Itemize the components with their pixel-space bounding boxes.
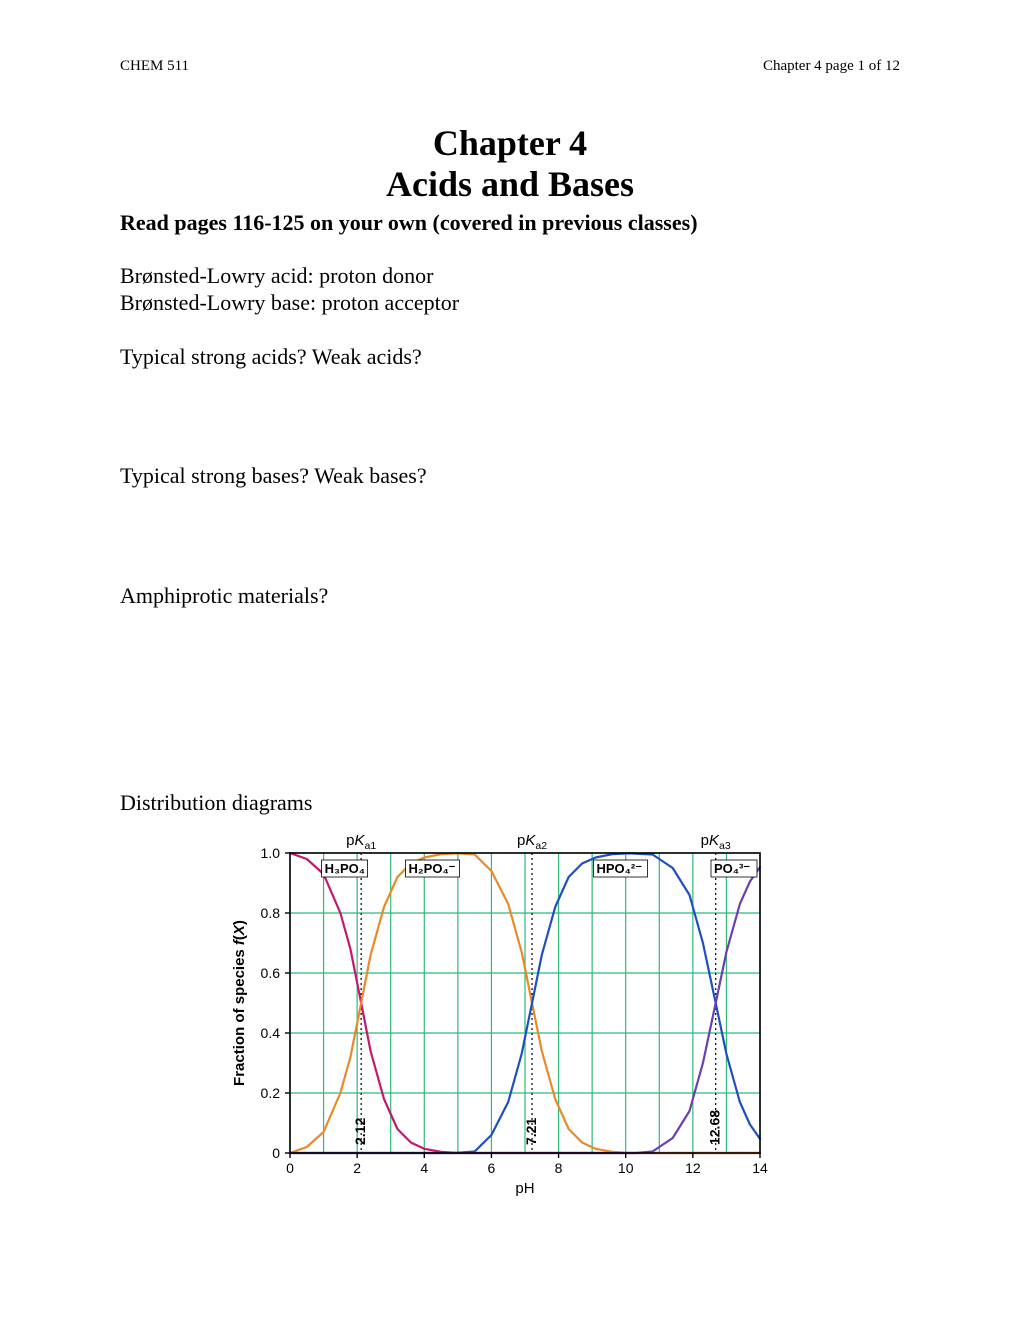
svg-text:0: 0 [272,1145,280,1161]
definition-acid: Brønsted-Lowry acid: proton donor [120,262,900,290]
svg-text:0.8: 0.8 [261,905,281,921]
question-strong-acids: Typical strong acids? Weak acids? [120,343,900,371]
svg-text:0.6: 0.6 [261,965,281,981]
svg-text:H₂PO₄⁻: H₂PO₄⁻ [409,861,456,876]
svg-text:2: 2 [353,1160,361,1176]
svg-text:1.0: 1.0 [261,845,281,861]
page-header: CHEM 511 Chapter 4 page 1 of 12 [120,58,900,75]
title-line-1: Chapter 4 [120,123,900,164]
svg-text:7.21: 7.21 [523,1117,539,1144]
subtitle: Read pages 116-125 on your own (covered … [120,210,900,236]
question-strong-bases: Typical strong bases? Weak bases? [120,462,900,490]
svg-text:PO₄³⁻: PO₄³⁻ [714,861,750,876]
svg-text:Fraction of species f(X): Fraction of species f(X) [231,920,248,1086]
svg-text:12.68: 12.68 [707,1110,723,1145]
distribution-chart-svg: 0 0.2 0.4 0.6 0.8 1.0 0 2 4 6 8 10 12 14 pH Fraction of… [220,823,780,1203]
svg-text:12: 12 [685,1160,701,1176]
title-line-2: Acids and Bases [120,164,900,205]
svg-text:0.2: 0.2 [261,1085,281,1101]
svg-text:0.4: 0.4 [261,1025,281,1041]
definition-base: Brønsted-Lowry base: proton acceptor [120,289,900,317]
svg-text:H₃PO₄: H₃PO₄ [325,861,365,876]
header-left: CHEM 511 [120,58,189,75]
svg-text:8: 8 [555,1160,563,1176]
svg-text:HPO₄²⁻: HPO₄²⁻ [597,861,643,876]
svg-text:2.12: 2.12 [352,1117,368,1144]
svg-text:6: 6 [488,1160,496,1176]
question-amphiprotic: Amphiprotic materials? [120,582,900,610]
document-page: CHEM 511 Chapter 4 page 1 of 12 Chapter … [0,0,1020,1320]
distribution-chart: 0 0.2 0.4 0.6 0.8 1.0 0 2 4 6 8 10 12 14 pH Fraction of… [220,823,900,1203]
svg-text:10: 10 [618,1160,634,1176]
svg-text:pH: pH [515,1180,534,1197]
svg-text:14: 14 [752,1160,768,1176]
page-title: Chapter 4 Acids and Bases [120,123,900,206]
svg-text:4: 4 [420,1160,428,1176]
header-right: Chapter 4 page 1 of 12 [763,58,900,75]
svg-text:0: 0 [286,1160,294,1176]
distribution-heading: Distribution diagrams [120,789,900,817]
